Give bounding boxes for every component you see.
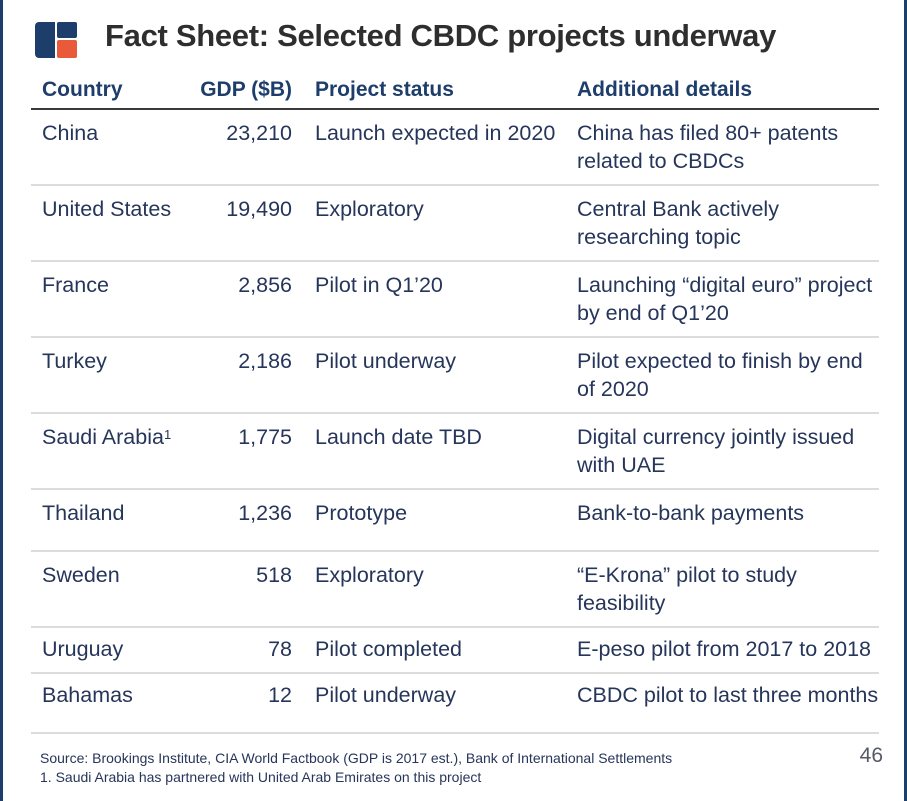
table-row: Turkey 2,186 Pilot underway Pilot expected … (31, 337, 879, 414)
cell-country: Thailand (31, 489, 186, 552)
cell-details: E-peso pilot from 2017 to 2018 (566, 627, 879, 674)
cell-gdp: 1,236 (186, 489, 304, 552)
cell-gdp: 518 (186, 551, 304, 628)
cell-status: Prototype (304, 489, 566, 552)
cell-country: Turkey (31, 337, 186, 414)
source-note: Source: Brookings Institute, CIA World F… (40, 750, 673, 766)
page-number: 46 (859, 744, 883, 767)
cell-country: China (31, 109, 186, 186)
cell-status: Exploratory (304, 551, 566, 628)
cell-details: China has filed 80+ patents related to C… (566, 109, 879, 186)
country-name: Thailand (42, 501, 125, 525)
cell-country: United States (31, 185, 186, 262)
cell-status: Exploratory (304, 185, 566, 262)
country-name: United States (42, 197, 172, 221)
cbdc-table: Country GDP ($B) Project status Addition… (31, 71, 879, 734)
cell-status: Pilot underway (304, 337, 566, 414)
cell-status: Pilot underway (304, 673, 566, 734)
cell-details: Pilot expected to finish by end of 2020 (566, 337, 879, 414)
footnote-mark: 1 (163, 427, 172, 442)
column-header-details: Additional details (566, 71, 879, 110)
table-row: Uruguay 78 Pilot completed E-peso pilot fro… (31, 627, 879, 674)
cell-gdp: 23,210 (186, 109, 304, 186)
column-header-status: Project status (304, 71, 566, 110)
cell-country: Sweden (31, 551, 186, 628)
cell-status: Pilot in Q1’20 (304, 261, 566, 338)
cell-details: Digital currency jointly issued with UAE (566, 413, 879, 490)
country-name: China (42, 121, 99, 145)
country-name: France (42, 273, 109, 297)
logo-icon (35, 22, 77, 58)
cell-status: Pilot completed (304, 627, 566, 674)
cell-country: Bahamas (31, 673, 186, 734)
cell-gdp: 2,856 (186, 261, 304, 338)
cell-gdp: 2,186 (186, 337, 304, 414)
country-name: Saudi Arabia (42, 425, 164, 449)
country-name: Bahamas (42, 683, 133, 707)
country-name: Turkey (42, 349, 107, 373)
cell-gdp: 12 (186, 673, 304, 734)
footnote: 1. Saudi Arabia has partnered with Unite… (40, 769, 482, 785)
cell-details: Bank-to-bank payments (566, 489, 879, 552)
cell-country: France (31, 261, 186, 338)
country-name: Uruguay (42, 637, 124, 661)
table-row: Sweden 518 Exploratory “E-Krona” pilot to s… (31, 551, 879, 628)
table-row: France 2,856 Pilot in Q1’20 Launching “digi… (31, 261, 879, 338)
cell-status: Launch expected in 2020 (304, 109, 566, 186)
cell-gdp: 1,775 (186, 413, 304, 490)
table-row: China 23,210 Launch expected in 2020 China … (31, 109, 879, 186)
column-header-country: Country (31, 71, 186, 110)
cell-status: Launch date TBD (304, 413, 566, 490)
table-row: United States 19,490 Exploratory Central Ba… (31, 185, 879, 262)
cell-details: Central Bank actively researching topic (566, 185, 879, 262)
table-header-row: Country GDP ($B) Project status Addition… (31, 71, 879, 110)
cell-gdp: 19,490 (186, 185, 304, 262)
cell-gdp: 78 (186, 627, 304, 674)
cell-details: CBDC pilot to last three months (566, 673, 879, 734)
cell-details: “E-Krona” pilot to study feasibility (566, 551, 879, 628)
page-title: Fact Sheet: Selected CBDC projects under… (105, 18, 777, 53)
column-header-gdp: GDP ($B) (186, 71, 304, 110)
table-row: Saudi Arabia1 1,775 Launch date TBD Digital… (31, 413, 879, 490)
country-name: Sweden (42, 563, 120, 587)
cell-country: Uruguay (31, 627, 186, 674)
cell-details: Launching “digital euro” project by end … (566, 261, 879, 338)
cell-country: Saudi Arabia1 (31, 413, 186, 490)
table-row: Bahamas 12 Pilot underway CBDC pilot to las… (31, 673, 879, 734)
table-row: Thailand 1,236 Prototype Bank-to-bank payme… (31, 489, 879, 552)
